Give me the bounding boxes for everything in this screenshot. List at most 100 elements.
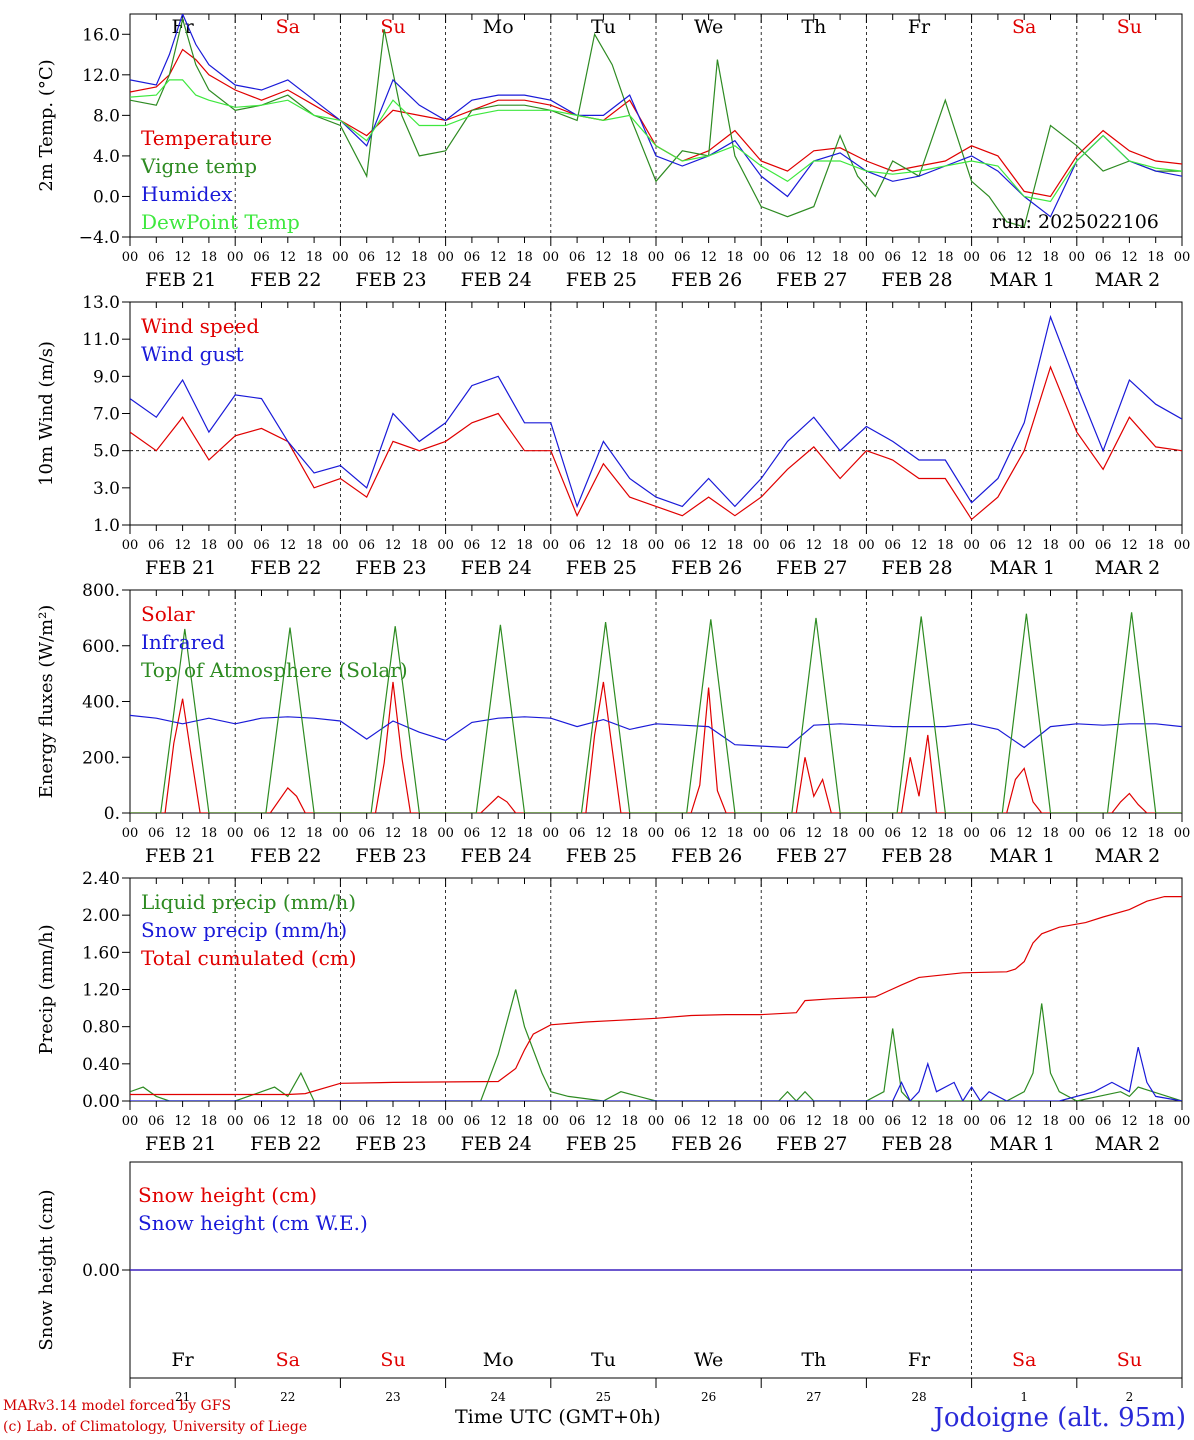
y-tick-label: 2.00 xyxy=(82,906,120,926)
hour-tick-label: 06 xyxy=(148,1114,165,1129)
hour-tick-label: 06 xyxy=(884,826,901,841)
hour-tick-label: 00 xyxy=(963,250,980,265)
hour-tick-label: 12 xyxy=(280,1114,297,1129)
day-number-label: 26 xyxy=(701,1390,716,1404)
y-tick-label: −4.0 xyxy=(79,228,120,248)
hour-tick-label: 12 xyxy=(1016,1114,1033,1129)
hour-tick-label: 18 xyxy=(411,826,428,841)
hour-tick-label: 18 xyxy=(1147,250,1164,265)
hour-tick-label: 12 xyxy=(595,826,612,841)
hour-tick-label: 12 xyxy=(385,1114,402,1129)
hour-tick-label: 18 xyxy=(516,250,533,265)
date-label: FEB 21 xyxy=(145,557,216,579)
hour-tick-label: 18 xyxy=(516,538,533,553)
series-group xyxy=(130,612,1182,813)
hour-tick-label: 06 xyxy=(464,826,481,841)
hour-tick-label: 18 xyxy=(727,1114,744,1129)
hour-tick-label: 12 xyxy=(806,538,823,553)
hour-tick-label: 00 xyxy=(858,1114,875,1129)
y-axis-label: 10m Wind (m/s) xyxy=(36,341,57,486)
date-label: FEB 27 xyxy=(776,1133,847,1155)
hour-tick-label: 18 xyxy=(937,538,954,553)
date-label: FEB 23 xyxy=(355,845,426,867)
hour-tick-label: 18 xyxy=(727,538,744,553)
hour-tick-label: 06 xyxy=(358,250,375,265)
date-label: FEB 22 xyxy=(250,845,321,867)
hour-tick-label: 18 xyxy=(201,1114,218,1129)
day-number-label: 1 xyxy=(1020,1390,1028,1404)
hour-tick-label: 00 xyxy=(437,1114,454,1129)
hour-tick-label: 12 xyxy=(1016,538,1033,553)
y-tick-label: 5.0 xyxy=(93,442,120,462)
day-abbr-label: Th xyxy=(801,16,826,38)
hour-tick-label: 12 xyxy=(700,826,717,841)
hour-tick-label: 18 xyxy=(832,1114,849,1129)
legend-item: Snow height (cm W.E.) xyxy=(138,1211,368,1235)
y-tick-label: 0.80 xyxy=(82,1018,120,1038)
hour-tick-label: 00 xyxy=(753,826,770,841)
date-label: FEB 24 xyxy=(461,269,532,291)
hour-tick-label: 06 xyxy=(253,538,270,553)
hour-tick-label: 18 xyxy=(411,250,428,265)
hour-tick-label: 06 xyxy=(464,1114,481,1129)
series-group xyxy=(130,314,1182,521)
day-abbr-label: Sa xyxy=(276,16,300,38)
hour-tick-label: 00 xyxy=(1069,538,1086,553)
hour-tick-label: 06 xyxy=(1095,1114,1112,1129)
day-abbr-label: We xyxy=(694,16,723,38)
date-label: FEB 28 xyxy=(881,557,952,579)
y-tick-label: 1.60 xyxy=(82,943,120,963)
series-wind-gust xyxy=(130,314,1182,509)
day-abbr-label: Mo xyxy=(483,16,514,38)
hour-tick-label: 00 xyxy=(437,538,454,553)
hour-tick-label: 00 xyxy=(1174,1114,1191,1129)
time-axis-title: Time UTC (GMT+0h) xyxy=(455,1406,661,1428)
y-tick-label: 200. xyxy=(82,748,120,768)
hour-tick-label: 06 xyxy=(569,826,586,841)
y-axis-label: Energy fluxes (W/m²) xyxy=(36,605,57,799)
hour-tick-label: 00 xyxy=(122,250,139,265)
hour-tick-label: 12 xyxy=(174,1114,191,1129)
day-abbr-label: Sa xyxy=(1012,16,1036,38)
hour-tick-label: 00 xyxy=(648,1114,665,1129)
hour-tick-label: 18 xyxy=(306,538,323,553)
day-number-label: 2 xyxy=(1126,1390,1134,1404)
hour-tick-label: 00 xyxy=(648,538,665,553)
date-label: FEB 25 xyxy=(566,269,637,291)
date-label: FEB 28 xyxy=(881,845,952,867)
copyright-credit: (c) Lab. of Climatology, University of L… xyxy=(3,1419,308,1435)
series-liquid-precip-mm-h xyxy=(130,989,1182,1101)
legend-item: Wind gust xyxy=(141,342,244,366)
hour-tick-label: 18 xyxy=(621,1114,638,1129)
hour-tick-label: 12 xyxy=(1121,1114,1138,1129)
model-credit: MARv3.14 model forced by GFS xyxy=(3,1398,232,1414)
day-abbr-label: Su xyxy=(380,1349,405,1371)
plot-frame xyxy=(129,589,1183,814)
series-temperature xyxy=(130,48,1182,198)
y-axis-label: Snow height (cm) xyxy=(36,1189,57,1350)
hour-tick-label: 06 xyxy=(990,826,1007,841)
hour-tick-label: 12 xyxy=(1121,538,1138,553)
hour-tick-label: 00 xyxy=(753,538,770,553)
y-tick-label: 2.40 xyxy=(82,869,120,889)
hour-tick-label: 00 xyxy=(122,538,139,553)
hour-tick-label: 18 xyxy=(937,1114,954,1129)
y-tick-label: 1.20 xyxy=(82,981,120,1001)
hour-tick-label: 00 xyxy=(753,1114,770,1129)
hour-tick-label: 18 xyxy=(1042,250,1059,265)
hour-tick-label: 00 xyxy=(122,826,139,841)
hour-tick-label: 18 xyxy=(1042,826,1059,841)
hour-tick-label: 00 xyxy=(963,1114,980,1129)
hour-tick-label: 18 xyxy=(306,826,323,841)
hour-tick-label: 06 xyxy=(1095,538,1112,553)
hour-tick-label: 12 xyxy=(490,826,507,841)
hour-tick-label: 06 xyxy=(569,250,586,265)
hour-tick-label: 18 xyxy=(1147,538,1164,553)
hour-tick-label: 18 xyxy=(727,826,744,841)
hour-tick-label: 18 xyxy=(727,250,744,265)
legend-item: Total cumulated (cm) xyxy=(141,946,357,970)
hour-tick-label: 00 xyxy=(1174,538,1191,553)
date-label: MAR 1 xyxy=(989,557,1055,579)
date-label: FEB 27 xyxy=(776,269,847,291)
panel-1: 16.0 12.0 8.0 4.0 0.0 −4.0 2m Temp. (°C) 00 06 12… xyxy=(36,13,1190,291)
